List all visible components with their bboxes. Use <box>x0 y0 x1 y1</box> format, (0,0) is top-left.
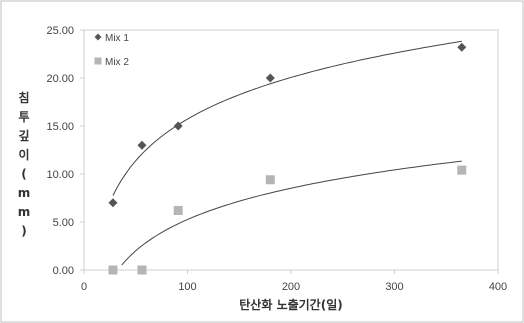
y-axis-title-char: m <box>18 186 31 200</box>
x-tick-label: 0 <box>81 281 87 293</box>
y-axis-title-char: 투 <box>18 110 29 124</box>
y-axis-title-char: ( <box>21 167 26 181</box>
trendline-layer <box>112 40 462 266</box>
y-axis-title-char: m <box>18 205 31 219</box>
trendline-series-2 <box>121 160 462 266</box>
x-tick-label: 200 <box>282 281 300 293</box>
y-axis-title-char: 깊 <box>18 128 29 143</box>
y-axis-title-char: ) <box>21 224 26 238</box>
data-point-series-2 <box>265 175 275 185</box>
data-point-series-1 <box>137 140 147 150</box>
data-point-series-2 <box>173 205 183 215</box>
y-tick-label: 20.00 <box>46 73 74 85</box>
legend-marker <box>94 57 102 65</box>
x-tick-label: 100 <box>178 281 196 293</box>
legend-marker <box>94 33 102 41</box>
y-tick-label: 5.00 <box>53 217 74 229</box>
y-axis-title-char: 침 <box>18 90 29 105</box>
trendline-series-1 <box>112 40 462 196</box>
data-point-series-1 <box>108 198 118 208</box>
legend: Mix 1 Mix 2 <box>94 33 129 68</box>
data-point-series-2 <box>137 265 147 275</box>
y-axis-title-char: 이 <box>18 147 29 162</box>
y-tick-label: 10.00 <box>46 169 74 181</box>
y-tick-label: 25.00 <box>46 25 74 37</box>
legend-label: Mix 1 <box>105 33 129 44</box>
tick-layer: 0 100 200 300 400 0.00 5.00 10.00 15.00 20.00 25.0… <box>46 25 507 293</box>
y-tick-label: 0.00 <box>53 265 74 277</box>
data-point-series-1 <box>457 42 467 52</box>
legend-label: Mix 2 <box>105 57 129 68</box>
y-tick-label: 15.00 <box>46 121 74 133</box>
data-point-series-2 <box>108 265 118 275</box>
x-tick-label: 400 <box>489 281 507 293</box>
data-point-series-2 <box>457 165 467 175</box>
x-axis-title: 탄산화 노출기간(일) <box>239 297 342 312</box>
point-layer <box>108 42 467 275</box>
data-point-series-1 <box>265 73 275 83</box>
data-point-series-1 <box>173 121 183 131</box>
x-tick-label: 300 <box>385 281 403 293</box>
